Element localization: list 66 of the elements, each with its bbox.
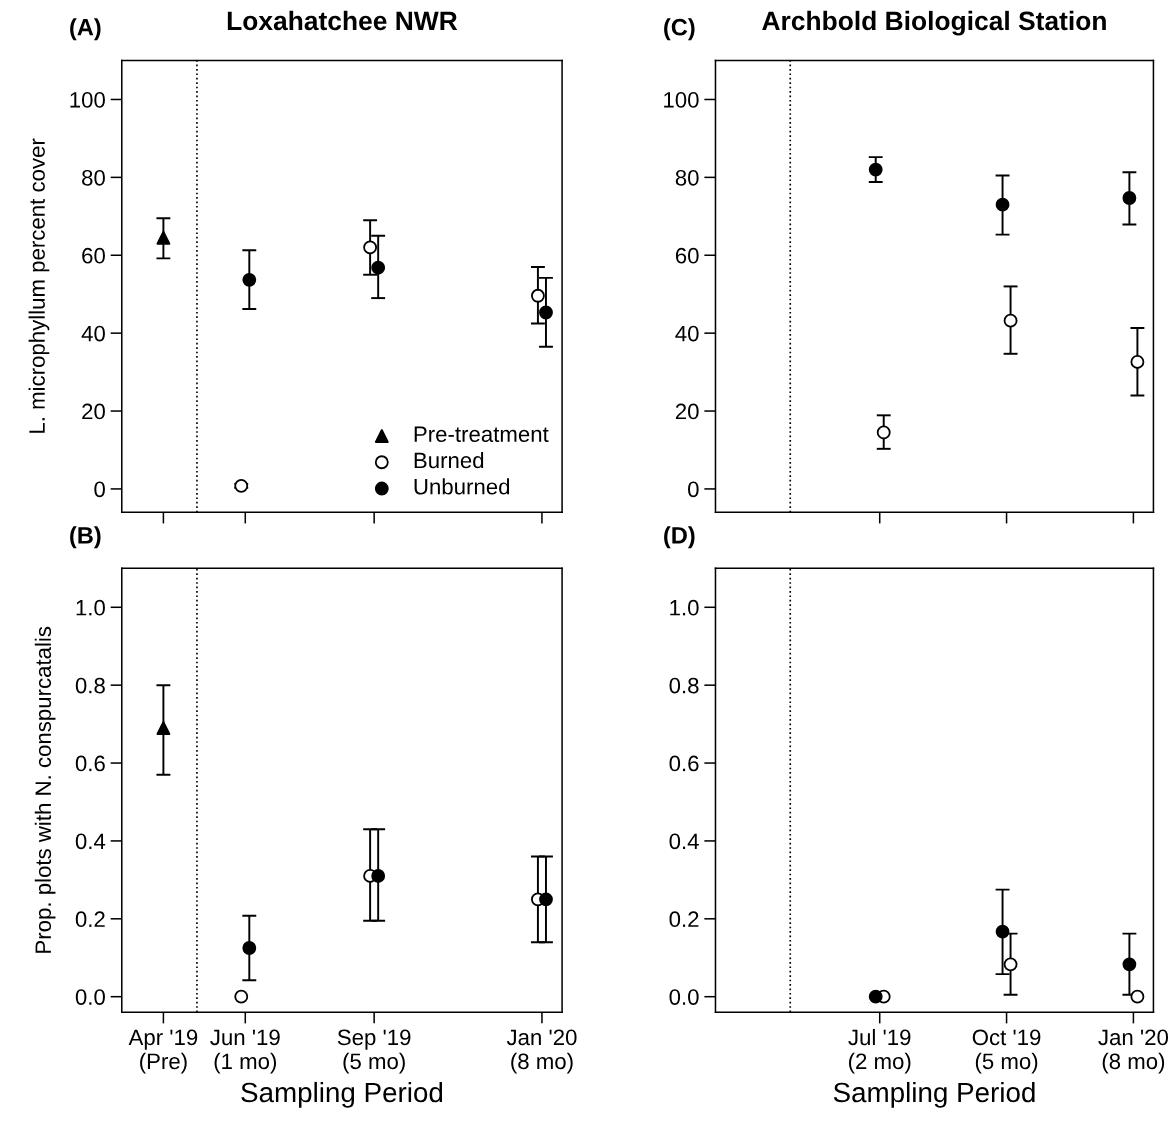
legend-label: Pre-treatment xyxy=(414,426,549,443)
point xyxy=(868,162,883,177)
point xyxy=(1130,989,1145,1004)
point xyxy=(156,721,171,735)
y-tick-label: 0.8 xyxy=(669,677,699,694)
x-tick-label: Sep '19 (5 mo) xyxy=(337,1029,411,1074)
point xyxy=(539,305,553,320)
x-axis-title: Sampling Period xyxy=(833,1081,1035,1108)
x-tick-label: Apr '19 (Pre) xyxy=(128,1029,198,1074)
point xyxy=(1003,957,1018,972)
y-tick-label: 100 xyxy=(70,92,105,108)
point xyxy=(530,288,545,303)
y-axis-title: L. microphyllum percent cover xyxy=(28,138,50,433)
y-tick-label: 0.8 xyxy=(75,677,105,694)
y-tick-label: 0.4 xyxy=(669,833,699,850)
y-tick-label: 0.2 xyxy=(669,911,699,928)
y-tick-label: 20 xyxy=(675,403,699,420)
point xyxy=(1122,191,1137,205)
y-tick-label: 100 xyxy=(664,92,699,108)
x-tick-label: Oct '19 (5 mo) xyxy=(972,1029,1041,1074)
point xyxy=(371,869,386,883)
y-axis-title: Prop. plots with N. conspurcatalis xyxy=(34,626,56,953)
point xyxy=(156,230,171,245)
chart-title: Archbold Biological Station xyxy=(762,10,1106,36)
point xyxy=(868,989,883,1004)
x-tick-label: Jan '20 (8 mo) xyxy=(506,1029,577,1074)
point xyxy=(995,197,1010,212)
y-tick-label: 40 xyxy=(81,325,105,342)
point xyxy=(539,892,553,907)
y-tick-label: 1.0 xyxy=(670,599,699,616)
x-axis-title: Sampling Period xyxy=(241,1081,443,1108)
y-tick-label: 0 xyxy=(94,481,105,498)
point xyxy=(242,272,257,287)
y-tick-label: 0.2 xyxy=(75,911,105,928)
y-tick-label: 60 xyxy=(82,247,105,264)
point xyxy=(876,425,891,440)
chart-title: Loxahatchee NWR xyxy=(227,10,458,31)
point xyxy=(1130,355,1145,369)
y-tick-label: 0 xyxy=(688,481,699,498)
y-tick-label: 80 xyxy=(82,169,105,186)
y-tick-label: 0.4 xyxy=(75,833,106,850)
y-tick-label: 0.6 xyxy=(669,755,699,772)
text: (D) xyxy=(664,526,695,549)
y-tick-label: 0.6 xyxy=(75,755,105,772)
legend-label: Burned xyxy=(414,451,484,469)
point xyxy=(363,240,378,255)
text: (A) xyxy=(70,18,101,41)
y-tick-label: 40 xyxy=(675,325,699,342)
legend-label: Unburned xyxy=(414,478,510,495)
point xyxy=(1003,313,1018,328)
y-tick-label: 60 xyxy=(675,247,699,264)
y-tick-label: 80 xyxy=(675,169,699,186)
text: (C) xyxy=(664,18,695,41)
point xyxy=(242,941,257,955)
x-tick-label: Jan '20 (8 mo) xyxy=(1098,1029,1169,1074)
x-tick-label: Jun '19 (1 mo) xyxy=(210,1029,280,1074)
point xyxy=(234,989,249,1004)
point xyxy=(1122,957,1137,972)
x-tick-label: Jul '19 (2 mo) xyxy=(848,1028,911,1074)
y-tick-label: 20 xyxy=(82,403,105,420)
y-tick-label: 1.0 xyxy=(76,599,105,616)
y-tick-label: 0.0 xyxy=(669,989,699,1005)
y-tick-label: 0.0 xyxy=(75,989,105,1005)
text: (B) xyxy=(70,526,101,549)
point xyxy=(995,924,1010,939)
point xyxy=(371,260,386,275)
